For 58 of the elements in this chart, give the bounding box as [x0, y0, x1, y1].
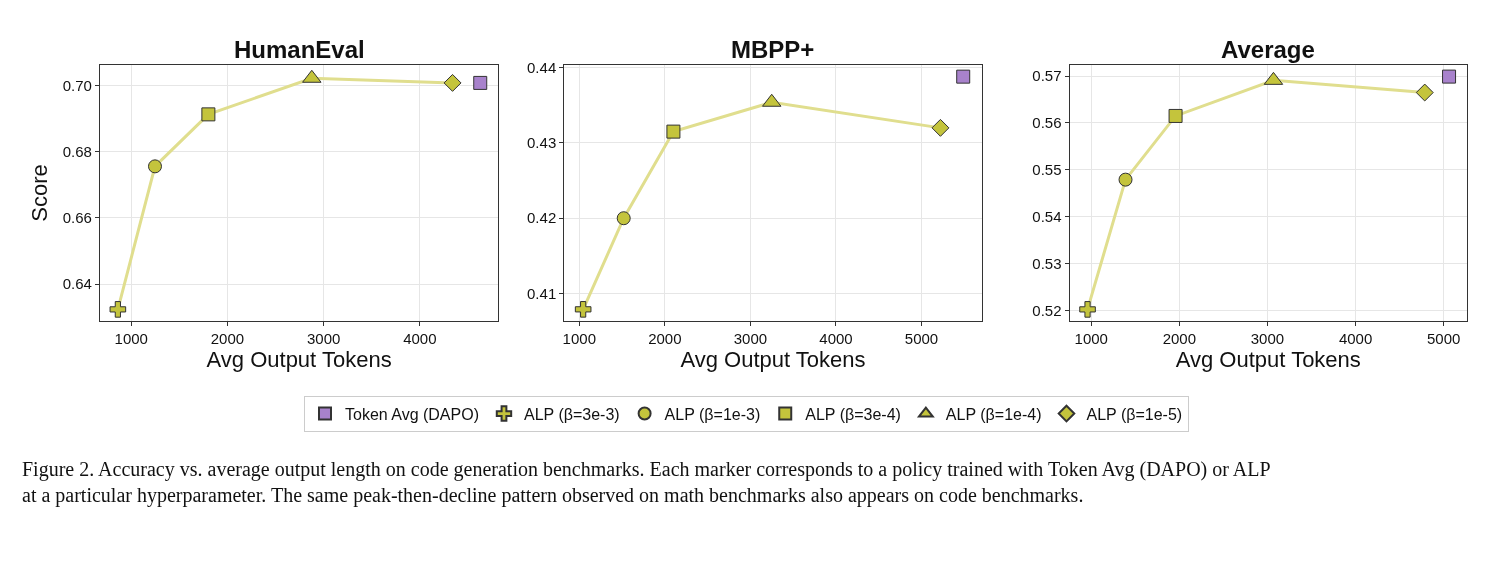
x-tick-label: 2000 — [648, 329, 682, 347]
point — [302, 69, 322, 83]
y-tick-label: 0.41 — [527, 284, 557, 302]
point — [931, 118, 950, 137]
point — [1168, 108, 1183, 123]
point — [666, 124, 681, 139]
legend-label: ALP (β=3e-4) — [805, 405, 901, 423]
y-tick-label: 0.68 — [62, 143, 92, 161]
x-tick-label: 3000 — [306, 329, 341, 347]
point — [147, 159, 162, 174]
point — [201, 107, 216, 122]
y-tick-label: 0.54 — [1032, 207, 1062, 225]
y-tick-label: 0.56 — [1032, 114, 1062, 132]
x-tick-label: 1000 — [114, 329, 148, 347]
point — [1442, 69, 1457, 84]
point — [1118, 172, 1133, 187]
legend-label: ALP (β=1e-5) — [1086, 405, 1183, 423]
y-tick-label: 0.44 — [527, 58, 557, 76]
caption: Figure 2. Accuracy vs. average output length on code generation benchmarks. Each marker corresponds to a policy trained with Token Avg (DAPO) or ALP at a particular hyperparameter. The same peak-then-decline pattern observed on math benchmarks also appears on code benchmarks. — [22, 458, 1271, 507]
point — [109, 301, 127, 318]
x-tick-label: 1000 — [1074, 329, 1108, 347]
y-tick-label: 0.43 — [527, 134, 557, 152]
x-tick-label: 2000 — [1162, 329, 1197, 347]
y-tick-label: 0.64 — [62, 275, 92, 293]
point — [473, 75, 488, 90]
chart-title: MBPP+ — [731, 36, 815, 63]
legend-label: Token Avg (DAPO) — [345, 405, 479, 423]
y-tick-label: 0.55 — [1032, 161, 1062, 179]
x-tick-label: 4000 — [1338, 329, 1373, 347]
x-tick-label: 4000 — [819, 329, 853, 347]
x-tick-label: 5000 — [1427, 329, 1461, 347]
y-tick-label: 0.66 — [62, 209, 92, 227]
chart-title: Average — [1221, 36, 1315, 63]
point — [443, 73, 462, 92]
x-tick-label: 3000 — [1250, 329, 1285, 347]
y-tick-label: 0.42 — [527, 209, 557, 227]
x-axis-title: Avg Output Tokens — [206, 346, 392, 372]
point — [1415, 83, 1434, 102]
x-tick-label: 4000 — [403, 329, 437, 347]
x-axis-title: Avg Output Tokens — [680, 346, 866, 372]
x-tick-label: 1000 — [562, 329, 596, 347]
y-tick-label: 0.53 — [1032, 254, 1062, 272]
point — [956, 69, 971, 84]
y-tick-label: 0.52 — [1032, 301, 1062, 319]
legend-label: ALP (β=1e-4) — [945, 405, 1042, 423]
point — [574, 301, 592, 318]
y-tick-label: 0.70 — [62, 76, 92, 94]
y-axis-title: Score — [27, 164, 53, 222]
x-axis-title: Avg Output Tokens — [1175, 346, 1361, 372]
chart-title: HumanEval — [234, 36, 365, 63]
point — [616, 211, 631, 226]
point — [1079, 301, 1096, 318]
x-tick-label: 2000 — [210, 329, 245, 347]
x-tick-label: 3000 — [733, 329, 768, 347]
y-tick-label: 0.57 — [1032, 67, 1062, 85]
legend-label: ALP (β=1e-3) — [664, 405, 761, 423]
legend-label: ALP (β=3e-3) — [523, 405, 620, 423]
x-tick-label: 5000 — [904, 329, 939, 347]
